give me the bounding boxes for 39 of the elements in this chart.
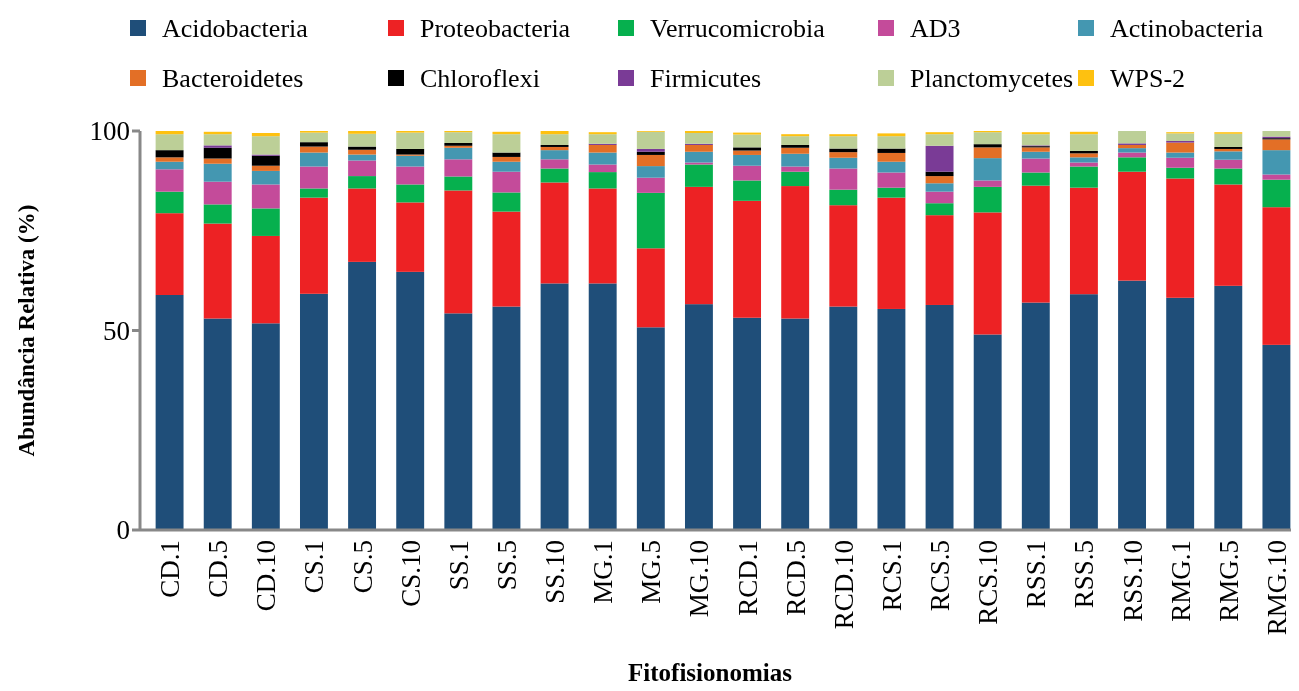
y-axis-title: Abundância Relativa (%) (14, 204, 40, 457)
legend-label: Planctomycetes (910, 64, 1074, 94)
x-tick-label: CS.5 (347, 540, 378, 594)
y-tick-label: 100 (89, 116, 130, 147)
legend-label: WPS-2 (1110, 64, 1186, 94)
x-tick-label: RCD.5 (780, 540, 811, 616)
x-tick-label: SS.10 (540, 540, 571, 604)
legend-label: Verrucomicrobia (650, 14, 826, 44)
x-tick-label: RCS.1 (876, 540, 907, 612)
x-tick-label: SS.1 (443, 540, 474, 591)
x-tick-label: CD.10 (251, 540, 282, 612)
x-tick-label: RCS.10 (973, 540, 1004, 625)
x-tick-label: MG.1 (588, 540, 619, 604)
x-tick-label: RSS.10 (1117, 540, 1148, 622)
x-axis-title: Fitofisionomias (628, 659, 793, 686)
legend-label: AD3 (910, 14, 961, 44)
x-tick-label: RCS.5 (925, 540, 956, 612)
x-tick-label: RSS.5 (1069, 540, 1100, 609)
x-tick-label: RCD.10 (828, 540, 859, 630)
legend-label: Acidobacteria (162, 14, 309, 44)
x-tick-label: CS.1 (299, 540, 330, 594)
x-tick-label: RSS.1 (1021, 540, 1052, 609)
x-tick-label: SS.5 (491, 540, 522, 591)
x-tick-label: RMG.5 (1213, 540, 1244, 622)
x-tick-label: CD.1 (155, 540, 186, 598)
x-tick-label: CS.10 (395, 540, 426, 607)
x-tick-label: MG.5 (636, 540, 667, 604)
legend-label: Chloroflexi (420, 64, 540, 94)
legend-label: Bacteroidetes (162, 64, 304, 94)
legend-label: Proteobacteria (420, 14, 571, 44)
y-tick-label: 50 (103, 315, 130, 346)
legend-label: Firmicutes (650, 64, 762, 94)
x-tick-label: RCD.1 (732, 540, 763, 616)
x-tick-label: MG.10 (684, 540, 715, 618)
x-tick-label: RMG.1 (1165, 540, 1196, 622)
y-tick-label: 0 (116, 515, 130, 546)
x-tick-label: CD.5 (203, 540, 234, 598)
legend-label: Actinobacteria (1110, 14, 1264, 44)
x-tick-label: RMG.10 (1261, 540, 1292, 636)
